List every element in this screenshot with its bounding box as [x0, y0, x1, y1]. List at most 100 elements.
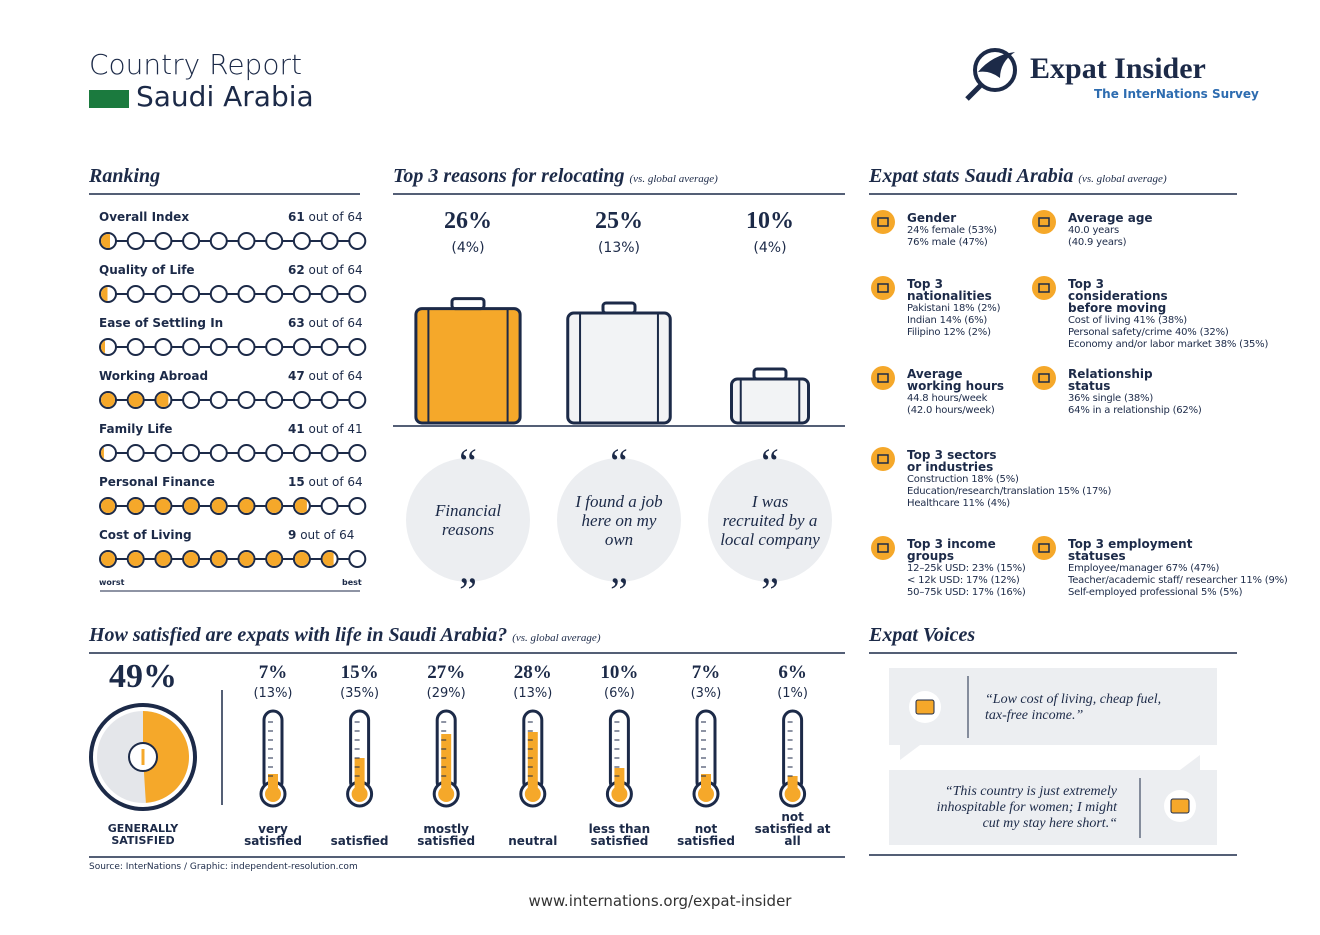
out-of: out of: [308, 210, 344, 224]
out-of: out of: [308, 263, 344, 277]
sat-text: not satisfied: [677, 822, 735, 848]
rank-dot: [348, 497, 367, 515]
suitcase: [414, 307, 522, 425]
rank-dot: [209, 391, 228, 409]
quote-mark: ”: [610, 569, 628, 614]
rank-fill: [101, 499, 115, 513]
thermo-fill: [527, 732, 538, 796]
stat-icon-glyph: [877, 373, 889, 383]
total: 64: [347, 210, 363, 224]
out-of: out of: [308, 316, 344, 330]
suitcase-handle: [752, 367, 788, 381]
rank-dot: [126, 338, 145, 356]
overall-text: GENERALLY SATISFIED: [107, 822, 179, 847]
rank-fill: [101, 340, 105, 354]
rank-fill: [267, 499, 282, 513]
rank-dot: [320, 338, 339, 356]
section-title: How satisfied are expats with life in Sa…: [89, 624, 601, 646]
rank-dot: [209, 338, 228, 356]
stat-line: Economy and/or labor market 38% (35%): [1068, 339, 1269, 350]
stat-heading: Average age: [1068, 211, 1153, 225]
stat-line: Education/research/translation 15% (17%): [907, 486, 1112, 497]
suitcase: [566, 311, 672, 425]
report-title: Country Report: [89, 48, 302, 81]
rank-dot: [209, 285, 228, 303]
ranking-name: Ease of Settling In: [99, 316, 224, 330]
sat-global: (35%): [340, 686, 380, 701]
rank-fill: [239, 552, 254, 566]
stat-line: Filipino 12% (2%): [907, 327, 991, 338]
rank-dot: [348, 391, 367, 409]
ranking-name: Cost of Living: [99, 528, 192, 542]
rank-dot: [320, 444, 339, 462]
rank-dot: [182, 444, 201, 462]
total: 64: [347, 316, 363, 330]
reason-value: 26%: [444, 208, 492, 234]
rank-dot: [292, 391, 311, 409]
stat-line: 50–75k USD: 17% (16%): [907, 587, 1026, 598]
rank-dot: [154, 285, 173, 303]
thermo-fill: [614, 768, 625, 796]
sat-value: 15%: [340, 662, 379, 683]
rank-dot: [265, 285, 284, 303]
thermo-bulb-fill: [698, 786, 714, 802]
rank-fill: [294, 552, 309, 566]
sat-global: (1%): [777, 686, 808, 701]
logo-icon: [973, 48, 1017, 92]
reason-global: (4%): [753, 240, 787, 256]
sat-text: not satisfied at all: [754, 810, 831, 848]
rank-dot: [126, 285, 145, 303]
ranking-value: 41 out of 41: [288, 422, 363, 436]
source: Source: InterNations / Graphic: independ…: [89, 862, 358, 872]
stat-line: 12–25k USD: 23% (15%): [907, 563, 1026, 574]
total: 64: [339, 528, 355, 542]
rank-dot: [209, 232, 228, 250]
total: 64: [347, 263, 363, 277]
stat-line: Healthcare 11% (4%): [907, 498, 1010, 509]
voice-bubble: [889, 668, 1217, 745]
rank-dot: [126, 232, 145, 250]
section-title: Ranking: [89, 165, 161, 187]
quote-mark: “: [610, 440, 628, 485]
rank: 15: [288, 475, 305, 489]
sat-value: 6%: [778, 662, 807, 683]
stat-icon: [1032, 210, 1056, 234]
url: www.internations.org/expat-insider: [528, 892, 792, 910]
rank-fill: [267, 552, 282, 566]
stat-line: 64% in a relationship (62%): [1068, 405, 1202, 416]
rank-dot: [265, 232, 284, 250]
sat-text: neutral: [508, 834, 558, 848]
reason-value: 25%: [595, 208, 643, 234]
ranking-value: 9 out of 64: [288, 528, 354, 542]
rank-fill: [128, 499, 143, 513]
rank: 62: [288, 263, 305, 277]
quote-bubble: [557, 458, 681, 582]
rank-fill: [101, 393, 115, 407]
sat-text: mostly satisfied: [417, 822, 476, 848]
rank-dot: [237, 391, 256, 409]
rank-dot: [126, 444, 145, 462]
rank-fill: [156, 499, 171, 513]
thermo-bulb-fill: [438, 786, 455, 802]
best-label: best: [342, 578, 362, 587]
rank-dot: [348, 232, 367, 250]
section-note: (vs. global average): [629, 173, 718, 185]
stat-icon: [871, 536, 895, 560]
thermo-bulb-fill: [524, 786, 541, 802]
quote-mark: ”: [459, 569, 477, 614]
rank-fill: [128, 552, 143, 566]
rank-dot: [237, 444, 256, 462]
stat-heading: Relationship status: [1068, 367, 1153, 393]
thermo-bulb-fill: [784, 786, 801, 802]
rank-fill: [101, 287, 108, 301]
total: 64: [347, 475, 363, 489]
stat-heading: Gender: [907, 211, 957, 225]
voice-tail: [1180, 755, 1200, 770]
section-title: Expat stats Saudi Arabia (vs. global ave…: [869, 165, 1167, 187]
rank-fill: [101, 234, 110, 248]
ranking-name: Family Life: [99, 422, 173, 436]
section-title: Expat Voices: [869, 624, 976, 646]
thumb-glyph: [1170, 798, 1190, 814]
section-title: Top 3 reasons for relocating (vs. global…: [393, 165, 718, 187]
